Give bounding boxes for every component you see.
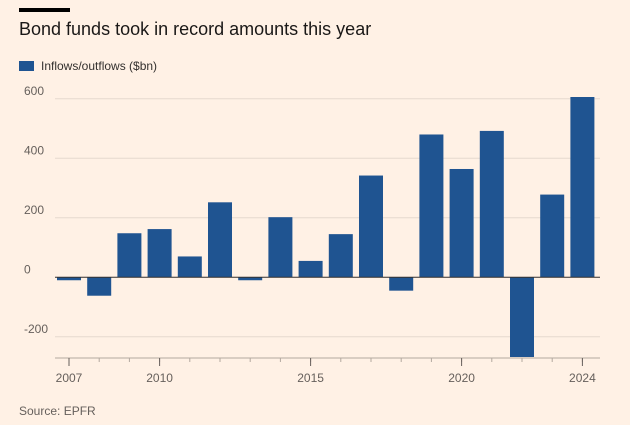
x-tick-label: 2020	[448, 371, 475, 385]
bar-2014	[268, 217, 293, 278]
x-tick-label: 2010	[146, 371, 173, 385]
bar-2015	[298, 260, 323, 278]
header-rule	[19, 8, 70, 12]
bar-2013	[238, 277, 263, 281]
chart-title: Bond funds took in record amounts this y…	[19, 19, 372, 39]
y-tick-label: -200	[24, 322, 48, 336]
bar-2021	[479, 130, 504, 278]
y-tick-label: 200	[24, 203, 44, 217]
legend-swatch	[19, 61, 34, 71]
bar-2022	[510, 277, 534, 357]
source-note: Source: EPFR	[19, 404, 96, 418]
bar-2011	[177, 256, 202, 278]
bar-2020	[449, 168, 474, 278]
legend-label: Inflows/outflows ($bn)	[41, 59, 158, 73]
legend: Inflows/outflows ($bn)	[19, 59, 157, 73]
x-tick-label: 2024	[569, 371, 596, 385]
bar-2019	[419, 134, 444, 278]
bar-2016	[328, 234, 353, 278]
bar-2010	[147, 229, 172, 278]
bar-2012	[208, 202, 232, 278]
y-tick-label: 400	[24, 143, 44, 157]
bar-2008	[87, 277, 112, 296]
y-tick-label: 0	[24, 262, 31, 276]
bar-2024	[570, 97, 595, 278]
x-tick-label: 2015	[297, 371, 324, 385]
bar-2007	[57, 277, 81, 281]
x-tick-label: 2007	[56, 371, 83, 385]
bar-2009	[117, 233, 142, 278]
bar-2017	[359, 175, 383, 278]
bar-2018	[389, 277, 414, 291]
y-tick-label: 600	[24, 84, 44, 98]
bar-2023	[540, 194, 565, 278]
